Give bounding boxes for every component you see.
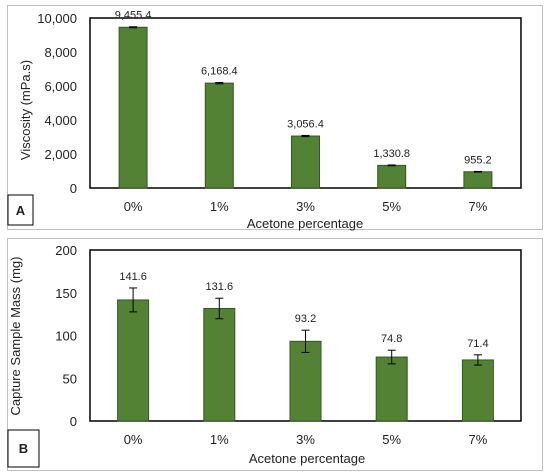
chart-b-letter: B bbox=[19, 441, 28, 456]
chart-b-error-bar bbox=[301, 329, 310, 353]
chart-a-bar bbox=[118, 26, 148, 189]
chart-b-bar bbox=[375, 356, 408, 422]
chart-a-error-bar bbox=[473, 170, 482, 173]
chart-b-panel bbox=[7, 238, 543, 471]
chart-b-x-tick-label: 3% bbox=[296, 432, 315, 447]
chart-a-panel bbox=[7, 5, 543, 230]
chart-b-y-tick-label: 100 bbox=[55, 329, 77, 344]
chart-b-bar bbox=[461, 359, 494, 422]
chart-a: A Acetone percentage Viscosity (mPa.s) 0… bbox=[7, 10, 522, 231]
chart-a-bar bbox=[463, 171, 493, 189]
chart-a-bar bbox=[291, 135, 320, 189]
chart-a-value-label: 1,330.8 bbox=[373, 148, 410, 160]
chart-b-bar bbox=[289, 340, 322, 422]
chart-b-x-tick-label: 5% bbox=[382, 432, 401, 447]
chart-a-y-tick-label: 2,000 bbox=[44, 147, 77, 162]
chart-b-x-tick-label: 1% bbox=[210, 432, 229, 447]
chart-b-error-bar bbox=[387, 349, 396, 365]
chart-b-x-tick-label: 0% bbox=[124, 432, 143, 447]
chart-b-letter-box bbox=[7, 429, 40, 468]
chart-b-bar bbox=[203, 307, 236, 422]
chart-a-letter-box bbox=[7, 194, 34, 226]
chart-a-value-label: 955.2 bbox=[464, 154, 492, 166]
chart-a-y-tick-label: 4,000 bbox=[44, 113, 77, 128]
chart-b-error-bar bbox=[215, 297, 224, 320]
chart-b-value-label: 141.6 bbox=[119, 271, 147, 283]
chart-a-y-tick-label: 6,000 bbox=[44, 79, 77, 94]
chart-b-y-tick-label: 150 bbox=[55, 286, 77, 301]
chart-a-x-axis-title: Acetone percentage bbox=[247, 216, 363, 231]
chart-a-x-tick-label: 3% bbox=[296, 199, 315, 214]
chart-a-y-tick-label: 10,000 bbox=[37, 11, 77, 26]
chart-b-bar bbox=[117, 299, 150, 422]
chart-a-y-tick-label: 8,000 bbox=[44, 45, 77, 60]
chart-a-x-tick-label: 0% bbox=[124, 199, 143, 214]
chart-b-x-tick-label: 7% bbox=[469, 432, 488, 447]
chart-b-value-label: 71.4 bbox=[467, 338, 488, 350]
chart-a-x-tick-label: 7% bbox=[469, 199, 488, 214]
chart-b-value-label: 131.6 bbox=[206, 281, 234, 293]
chart-a-error-bar bbox=[215, 81, 224, 85]
chart-b-y-tick-label: 200 bbox=[55, 243, 77, 258]
chart-b-x-axis-title: Acetone percentage bbox=[249, 451, 365, 466]
chart-a-bar bbox=[204, 82, 234, 189]
chart-a-letter: A bbox=[16, 203, 26, 218]
chart-a-error-bar bbox=[129, 26, 138, 29]
chart-b-error-bar bbox=[473, 354, 482, 366]
chart-a-value-label: 9,455.4 bbox=[115, 10, 152, 22]
chart-b-y-axis-title: Capture Sample Mass (mg) bbox=[8, 257, 23, 416]
chart-a-x-tick-label: 5% bbox=[382, 199, 401, 214]
chart-a-bar bbox=[377, 164, 407, 189]
chart-b-error-bar bbox=[129, 287, 138, 313]
chart-b: B Acetone percentage Capture Sample Mass… bbox=[7, 243, 522, 468]
chart-a-y-axis-title: Viscosity (mPa.s) bbox=[18, 60, 33, 160]
chart-a-error-bar bbox=[301, 134, 310, 138]
chart-b-y-tick-label: 50 bbox=[63, 371, 77, 386]
chart-a-value-label: 3,056.4 bbox=[287, 118, 324, 130]
chart-b-value-label: 93.2 bbox=[295, 313, 316, 325]
chart-a-value-label: 6,168.4 bbox=[201, 65, 238, 77]
chart-a-x-tick-label: 1% bbox=[210, 199, 229, 214]
chart-b-value-label: 74.8 bbox=[381, 333, 402, 345]
chart-a-error-bar bbox=[387, 164, 396, 167]
chart-b-y-tick-label: 0 bbox=[70, 414, 77, 429]
chart-a-y-tick-label: 0 bbox=[70, 181, 77, 196]
